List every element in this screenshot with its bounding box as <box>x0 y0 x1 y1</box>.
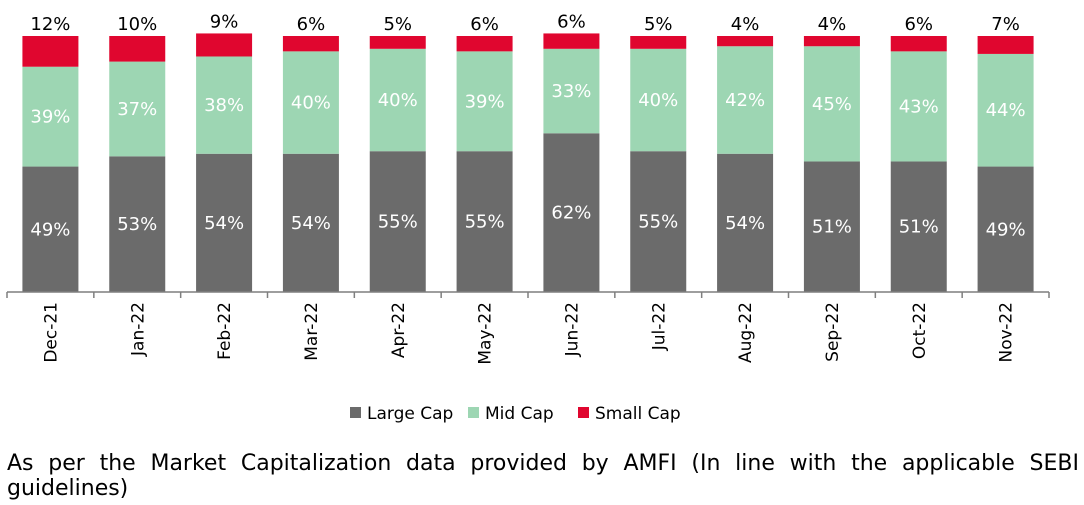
bar-small-cap-mar-22 <box>282 36 339 52</box>
data-label-small-cap-nov-22: 7% <box>991 14 1020 35</box>
bar-large-cap-oct-22 <box>890 161 947 292</box>
data-label-large-cap-jan-22: 53% <box>117 214 157 235</box>
legend-swatch-large-cap <box>350 407 361 418</box>
bar-mid-cap-feb-22 <box>196 56 253 154</box>
data-label-small-cap-aug-22: 4% <box>731 14 760 35</box>
tick-label-jul-22: Jul-22 <box>649 302 669 351</box>
data-label-mid-cap-aug-22: 42% <box>725 90 765 111</box>
bar-small-cap-jun-22 <box>543 33 600 49</box>
bar-large-cap-jan-22 <box>109 156 166 292</box>
bar-small-cap-feb-22 <box>196 33 253 57</box>
x-axis: Dec-21 Jan-22 Feb-22 Mar-22 Apr-22 May-22 Jun-… <box>6 291 1050 365</box>
tick-label-sep-22: Sep-22 <box>823 302 843 362</box>
data-label-small-cap-oct-22: 6% <box>904 14 933 35</box>
bar-large-cap-mar-22 <box>282 153 339 292</box>
data-label-large-cap-mar-22: 54% <box>291 213 331 234</box>
data-label-small-cap-may-22: 6% <box>470 14 499 35</box>
data-label-small-cap-apr-22: 5% <box>383 14 412 35</box>
bar-mid-cap-aug-22 <box>717 46 774 154</box>
bar-large-cap-aug-22 <box>717 153 774 292</box>
bar-large-cap-jul-22 <box>630 151 687 292</box>
tick-label-mar-22: Mar-22 <box>302 302 322 361</box>
data-label-large-cap-oct-22: 51% <box>899 217 939 238</box>
data-label-large-cap-may-22: 55% <box>465 212 505 233</box>
data-label-mid-cap-apr-22: 40% <box>378 90 418 111</box>
legend: Large Cap Mid Cap Small Cap <box>350 404 681 424</box>
legend-swatch-mid-cap <box>468 407 479 418</box>
data-label-small-cap-feb-22: 9% <box>210 11 239 32</box>
data-label-large-cap-apr-22: 55% <box>378 212 418 233</box>
footnote: As per the Market Capitalization data pr… <box>7 451 1079 501</box>
data-label-mid-cap-oct-22: 43% <box>899 96 939 117</box>
legend-label-small-cap: Small Cap <box>595 404 681 424</box>
data-label-small-cap-sep-22: 4% <box>818 14 847 35</box>
data-label-mid-cap-sep-22: 45% <box>812 94 852 115</box>
data-label-large-cap-nov-22: 49% <box>986 219 1026 240</box>
tick-label-feb-22: Feb-22 <box>215 302 235 360</box>
legend-swatch-small-cap <box>578 407 589 418</box>
bar-mid-cap-jan-22 <box>109 61 166 157</box>
data-label-mid-cap-jun-22: 33% <box>551 81 591 102</box>
tick-label-oct-22: Oct-22 <box>910 302 930 359</box>
data-label-large-cap-aug-22: 54% <box>725 213 765 234</box>
data-label-large-cap-feb-22: 54% <box>204 213 244 234</box>
legend-label-mid-cap: Mid Cap <box>485 404 554 424</box>
bar-mid-cap-mar-22 <box>282 51 339 154</box>
stacked-bar-chart: 49% 39% 12% 53% 37% 10% 54% 38% 9% 54% 40% 6% 55% 40%… <box>6 11 1050 424</box>
data-label-large-cap-dec-21: 49% <box>30 219 70 240</box>
bar-small-cap-dec-21 <box>22 36 79 67</box>
bar-small-cap-aug-22 <box>717 36 774 47</box>
bar-mid-cap-apr-22 <box>369 48 426 152</box>
tick-label-jun-22: Jun-22 <box>562 302 582 357</box>
tick-label-dec-21: Dec-21 <box>41 302 61 363</box>
tick-label-aug-22: Aug-22 <box>736 302 756 363</box>
bars-group: 49% 39% 12% 53% 37% 10% 54% 38% 9% 54% 40% 6% 55% 40%… <box>22 11 1034 292</box>
bar-mid-cap-jun-22 <box>543 48 600 134</box>
bar-mid-cap-nov-22 <box>977 53 1034 167</box>
data-label-mid-cap-mar-22: 40% <box>291 93 331 114</box>
bar-large-cap-apr-22 <box>369 151 426 292</box>
tick-label-apr-22: Apr-22 <box>389 302 409 358</box>
bar-small-cap-sep-22 <box>803 36 860 47</box>
bar-small-cap-apr-22 <box>369 36 426 49</box>
tick-label-may-22: May-22 <box>476 302 496 365</box>
bar-large-cap-feb-22 <box>196 153 253 292</box>
bar-large-cap-sep-22 <box>803 161 860 292</box>
data-label-mid-cap-jul-22: 40% <box>638 90 678 111</box>
bar-large-cap-jun-22 <box>543 133 600 292</box>
bar-small-cap-jul-22 <box>630 36 687 49</box>
bar-small-cap-jan-22 <box>109 36 166 62</box>
data-label-small-cap-mar-22: 6% <box>297 14 326 35</box>
bar-mid-cap-sep-22 <box>803 46 860 162</box>
tick-label-nov-22: Nov-22 <box>997 302 1017 363</box>
tick-label-jan-22: Jan-22 <box>128 302 148 357</box>
data-label-large-cap-jul-22: 55% <box>638 212 678 233</box>
data-label-small-cap-jan-22: 10% <box>117 14 157 35</box>
data-label-mid-cap-may-22: 39% <box>465 91 505 112</box>
data-label-large-cap-jun-22: 62% <box>551 203 591 224</box>
data-label-mid-cap-dec-21: 39% <box>30 107 70 128</box>
bar-mid-cap-dec-21 <box>22 66 79 167</box>
bar-small-cap-oct-22 <box>890 36 947 52</box>
data-label-large-cap-sep-22: 51% <box>812 217 852 238</box>
legend-label-large-cap: Large Cap <box>367 404 453 424</box>
data-label-mid-cap-feb-22: 38% <box>204 95 244 116</box>
data-label-mid-cap-jan-22: 37% <box>117 99 157 120</box>
bar-large-cap-may-22 <box>456 151 513 292</box>
bar-small-cap-may-22 <box>456 36 513 52</box>
data-label-mid-cap-nov-22: 44% <box>986 100 1026 121</box>
bar-mid-cap-may-22 <box>456 51 513 152</box>
data-label-small-cap-dec-21: 12% <box>30 14 70 35</box>
bar-mid-cap-oct-22 <box>890 51 947 162</box>
bar-large-cap-nov-22 <box>977 166 1034 292</box>
data-label-small-cap-jul-22: 5% <box>644 14 673 35</box>
bar-mid-cap-jul-22 <box>630 48 687 152</box>
data-label-small-cap-jun-22: 6% <box>557 11 586 32</box>
bar-small-cap-nov-22 <box>977 36 1034 54</box>
bar-large-cap-dec-21 <box>22 166 79 292</box>
